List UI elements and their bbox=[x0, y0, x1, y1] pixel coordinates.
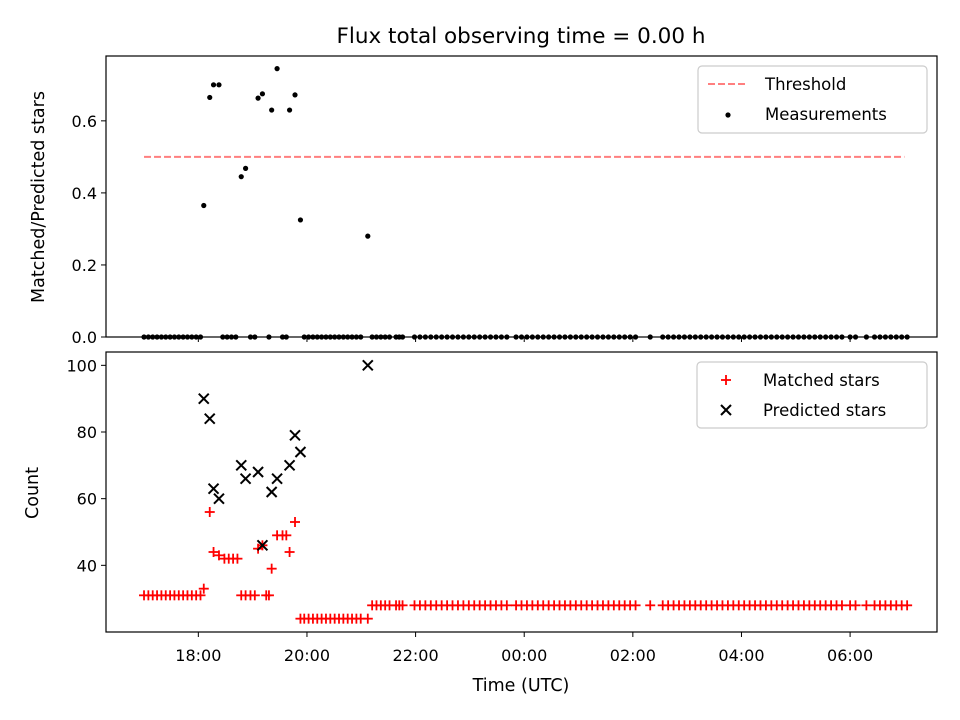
bottom-x-tick-label: 02:00 bbox=[610, 646, 656, 665]
predicted-star-point bbox=[256, 539, 269, 552]
matched-star-point bbox=[213, 550, 224, 561]
top-y-axis-label: Matched/Predicted stars bbox=[29, 91, 49, 303]
matched-star-point bbox=[204, 507, 215, 517]
bottom-x-tick-label: 22:00 bbox=[393, 646, 439, 665]
predicted-star-point bbox=[252, 466, 264, 478]
bottom-y-tick-label: 40 bbox=[77, 556, 97, 575]
predicted-star-point bbox=[362, 359, 374, 372]
predicted-star-stroke-b bbox=[271, 472, 283, 485]
bottom-y-tick-label: 100 bbox=[66, 356, 97, 375]
measurement-point bbox=[269, 107, 275, 113]
top-y-tick-label: 0.2 bbox=[72, 256, 97, 275]
legend-measurements-swatch bbox=[725, 112, 731, 118]
top-y-tick-label: 0.0 bbox=[72, 328, 97, 347]
matched-star-point bbox=[281, 530, 292, 541]
top-y-tick-label: 0.6 bbox=[72, 112, 97, 131]
measurement-point bbox=[274, 66, 280, 72]
bottom-y-tick-label: 60 bbox=[77, 490, 97, 509]
measurement-point bbox=[255, 95, 261, 101]
legend-matched-label: Matched stars bbox=[763, 371, 880, 390]
predicted-star-stroke-b bbox=[256, 539, 269, 552]
bottom-legend-box bbox=[696, 361, 928, 429]
measurement-point bbox=[201, 202, 207, 209]
predicted-star-stroke-b bbox=[239, 472, 252, 485]
top-legend-box bbox=[697, 65, 928, 134]
predicted-star-stroke-b bbox=[213, 492, 225, 505]
bottom-panel: 40 60 80 100 18:00 20:00 22:00 00:00 02:00 04:00 0… bbox=[66, 351, 938, 665]
measurement-point bbox=[259, 91, 266, 97]
legend-matched-swatch bbox=[721, 375, 731, 385]
predicted-star-stroke-b bbox=[283, 459, 296, 472]
top-y-tick-label: 0.4 bbox=[72, 184, 97, 203]
bottom-x-tick-label: 04:00 bbox=[718, 646, 764, 665]
predicted-star-point bbox=[271, 472, 283, 485]
matched-star-point bbox=[397, 600, 408, 611]
measurement-point bbox=[242, 165, 249, 171]
measurement-point bbox=[292, 92, 298, 98]
predicted-star-point bbox=[294, 446, 307, 458]
matched-star-point bbox=[266, 563, 277, 574]
legend-predicted-label: Predicted stars bbox=[763, 401, 886, 420]
predicted-star-point bbox=[265, 486, 278, 498]
predicted-star-stroke-b bbox=[235, 459, 247, 472]
predicted-star-stroke-b bbox=[252, 466, 264, 478]
matched-star-point bbox=[290, 517, 301, 527]
predicted-star-stroke-b bbox=[289, 429, 301, 442]
predicted-star-point bbox=[239, 472, 252, 485]
bottom-plot-frame bbox=[105, 351, 938, 633]
legend-predicted-stroke-b bbox=[720, 404, 732, 416]
legend-threshold-label: Threshold bbox=[764, 75, 846, 94]
predicted-star-point bbox=[213, 492, 225, 505]
predicted-star-stroke-b bbox=[207, 482, 220, 495]
matched-star-point bbox=[902, 600, 913, 611]
measurement-point bbox=[365, 233, 371, 239]
predicted-star-point bbox=[207, 482, 220, 495]
matched-star-point bbox=[232, 553, 243, 564]
matched-star-point bbox=[195, 590, 206, 601]
bottom-x-tick-label: 18:00 bbox=[175, 646, 221, 665]
matched-star-point bbox=[263, 590, 274, 601]
x-axis-label: Time (UTC) bbox=[472, 676, 570, 696]
chart-title: Flux total observing time = 0.00 h bbox=[337, 24, 706, 49]
measurement-point bbox=[210, 82, 217, 88]
predicted-star-point bbox=[235, 459, 247, 472]
measurement-point bbox=[238, 174, 244, 180]
legend-measurements-label: Measurements bbox=[765, 105, 887, 124]
measurement-point bbox=[297, 217, 304, 223]
bottom-x-tick-label: 06:00 bbox=[827, 646, 873, 665]
bottom-y-axis-label: Count bbox=[23, 467, 43, 519]
measurement-point bbox=[286, 107, 293, 113]
matched-star-point bbox=[198, 583, 209, 594]
top-plot-frame bbox=[105, 55, 938, 338]
predicted-star-point bbox=[198, 392, 210, 405]
measurement-point bbox=[216, 82, 222, 88]
matched-star-point bbox=[284, 547, 295, 557]
predicted-star-point bbox=[204, 412, 216, 425]
predicted-star-stroke-b bbox=[265, 486, 278, 498]
legend-predicted-swatch bbox=[720, 404, 732, 416]
matched-star-point bbox=[630, 600, 641, 611]
predicted-star-point bbox=[289, 429, 301, 442]
predicted-star-stroke-b bbox=[204, 412, 216, 425]
matched-star-point bbox=[249, 590, 260, 601]
bottom-y-tick-label: 80 bbox=[77, 423, 97, 442]
matched-star-point bbox=[208, 547, 219, 557]
measurement-point bbox=[207, 94, 213, 101]
predicted-star-point bbox=[283, 459, 296, 472]
matched-star-point bbox=[850, 600, 861, 611]
predicted-star-stroke-b bbox=[362, 359, 374, 372]
matched-star-point bbox=[645, 600, 656, 611]
matched-star-point bbox=[355, 613, 366, 624]
predicted-star-stroke-b bbox=[198, 392, 210, 405]
bottom-x-tick-label: 20:00 bbox=[284, 646, 330, 665]
bottom-x-tick-label: 00:00 bbox=[501, 646, 547, 665]
top-panel: 0.0 0.2 0.4 0.6 Threshold Measurements bbox=[72, 55, 938, 347]
matched-star-point bbox=[501, 600, 512, 611]
predicted-star-stroke-b bbox=[294, 446, 307, 458]
